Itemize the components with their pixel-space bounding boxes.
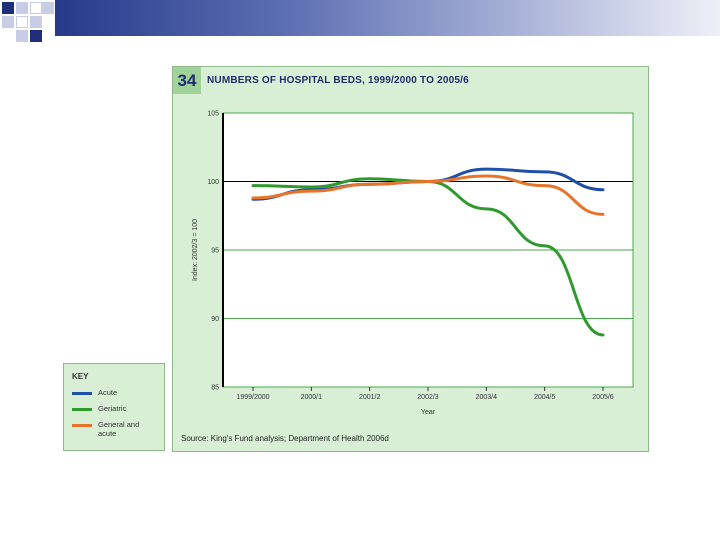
x-tick-label: 2002/3	[417, 394, 439, 401]
series-line-geriatric	[251, 177, 605, 337]
series-line-general-and-acute	[251, 174, 605, 216]
y-axis-label: Index: 2002/3 = 100	[192, 219, 199, 281]
x-tick-label: 1999/2000	[236, 394, 269, 401]
deco-square	[2, 2, 14, 14]
x-tick-label: 2000/1	[301, 394, 323, 401]
y-tick-label: 100	[207, 179, 219, 186]
deco-square	[2, 16, 14, 28]
key-swatch-general-and-acute	[72, 424, 92, 427]
x-tick-label: 2004/5	[534, 394, 556, 401]
deco-square	[30, 2, 42, 14]
header-gradient-bar	[55, 0, 720, 36]
y-tick-label: 90	[211, 316, 219, 323]
y-tick-label: 95	[211, 248, 219, 255]
key-label: Geriatric	[98, 404, 127, 413]
deco-square	[16, 30, 28, 42]
x-tick-label: 2003/4	[476, 394, 498, 401]
figure-title: NUMBERS OF HOSPITAL BEDS, 1999/2000 TO 2…	[207, 75, 469, 86]
key-swatch-geriatric	[72, 408, 92, 411]
x-tick-label: 2005/6	[592, 394, 614, 401]
deco-square	[16, 16, 28, 28]
line-chart: 85 90 95 100 105 1999/2000 2000/1 2001/2 2002/3 2…	[192, 111, 634, 416]
deco-square	[30, 16, 42, 28]
deco-square	[30, 30, 42, 42]
deco-square	[42, 2, 54, 14]
deco-square	[16, 2, 28, 14]
figure-source: Source: King's Fund analysis; Department…	[181, 434, 389, 443]
key-label: Acute	[98, 388, 118, 397]
y-tick-label: 105	[207, 111, 219, 118]
key-label: General and acute	[98, 420, 140, 438]
x-axis-label: Year	[421, 409, 436, 416]
key-title: KEY	[72, 372, 89, 381]
y-tick-label: 85	[211, 385, 219, 392]
x-tick-label: 2001/2	[359, 394, 381, 401]
key-swatch-acute	[72, 392, 92, 395]
key-panel: KEY Acute Geriatric General and acute	[63, 363, 165, 451]
figure-number: 34	[173, 67, 201, 94]
